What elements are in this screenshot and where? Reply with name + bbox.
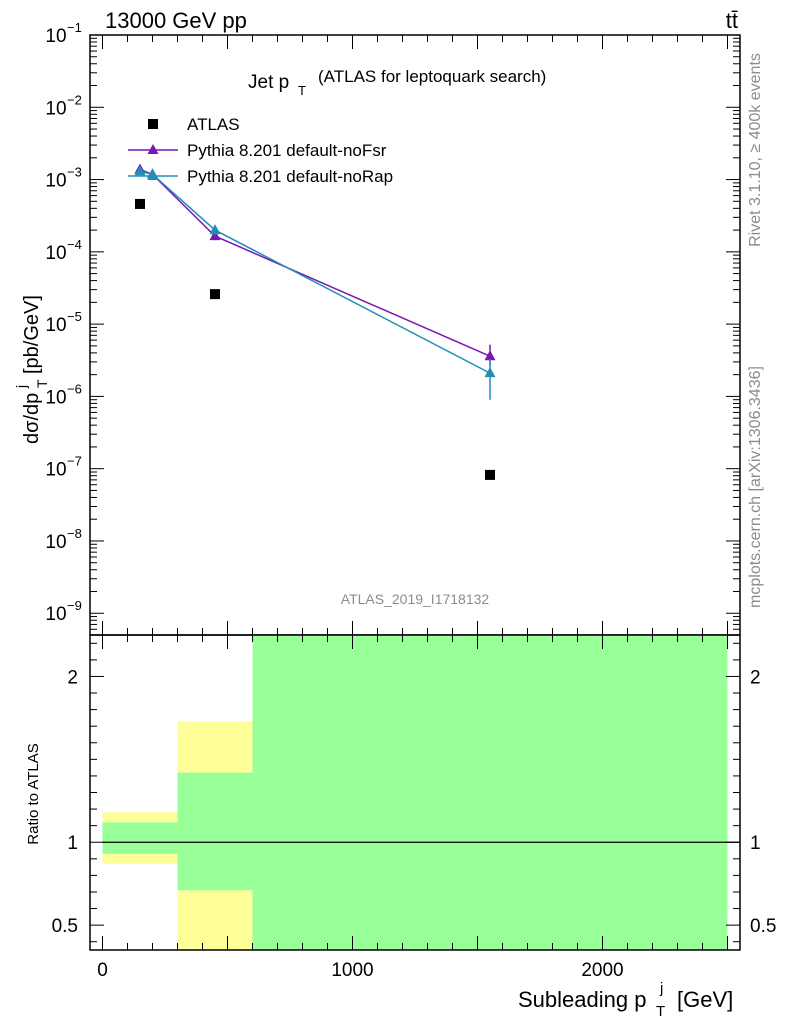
- ratio-band-green: [252, 635, 728, 950]
- main-y-tick-label: 10 −8: [45, 526, 81, 553]
- legend: ATLAS Pythia 8.201 default-noFsr Pythia …: [128, 115, 393, 186]
- ratio-band-green: [177, 772, 253, 891]
- ratio-band-green: [102, 822, 178, 854]
- main-y-label-sup: j: [13, 385, 29, 389]
- legend-marker-norap: [147, 170, 159, 180]
- legend-label-atlas: ATLAS: [187, 115, 240, 134]
- ratio-y-tick-label: 1: [67, 833, 78, 854]
- tick-base: 10: [45, 387, 66, 408]
- legend-entry-atlas: ATLAS: [148, 115, 240, 134]
- series-line: [139, 168, 491, 357]
- tick-exponent: −9: [67, 598, 82, 613]
- process-label: tt̄: [726, 8, 738, 33]
- tick-base: 10: [45, 171, 66, 192]
- data-point: [484, 350, 496, 361]
- legend-marker-atlas: [148, 119, 158, 129]
- legend-label-nofsr: Pythia 8.201 default-noFsr: [187, 141, 387, 160]
- legend-label-norap: Pythia 8.201 default-noRap: [187, 167, 393, 186]
- main-y-label-unit: [pb/GeV]: [21, 295, 43, 374]
- main-y-tick-label: 10 −6: [45, 381, 81, 408]
- ratio-y-tick-label-right: 2: [750, 667, 761, 688]
- data-point: [484, 367, 496, 378]
- tick-exponent: −5: [67, 309, 82, 324]
- tick-exponent: −2: [67, 92, 82, 107]
- main-y-tick-label: 10 −5: [45, 309, 81, 336]
- tick-base: 10: [45, 243, 66, 264]
- main-y-tick-label: 10 −7: [45, 454, 81, 481]
- data-point: [485, 469, 495, 480]
- main-y-tick-label: 10 −4: [45, 237, 81, 264]
- main-y-label-sub: T: [34, 379, 50, 388]
- main-y-axis-label: dσ/dp T j [pb/GeV]: [13, 295, 50, 444]
- main-y-tick-label: 10 −1: [45, 20, 81, 47]
- main-y-tick-label: 10 −3: [45, 165, 81, 192]
- analysis-id: ATLAS_2019_I1718132: [341, 591, 490, 607]
- tick-base: 10: [45, 460, 66, 481]
- main-y-label-part1: dσ/dp: [21, 393, 43, 444]
- x-tick-label: 2000: [581, 960, 623, 981]
- series-0: [135, 198, 495, 480]
- x-tick-label: 1000: [331, 960, 373, 981]
- tick-base: 10: [45, 604, 66, 625]
- x-label-sub: T: [656, 1003, 665, 1020]
- data-point: [209, 224, 221, 235]
- main-y-tick-label: 10 −2: [45, 92, 81, 119]
- energy-label: 13000 GeV pp: [105, 8, 247, 33]
- tick-exponent: −6: [67, 381, 82, 396]
- tick-exponent: −8: [67, 526, 82, 541]
- title-sub: T: [298, 83, 306, 98]
- data-point: [134, 165, 146, 176]
- tick-exponent: −3: [67, 165, 82, 180]
- x-axis-label: Subleading p T j [GeV]: [518, 980, 733, 1020]
- ratio-panel: 0.5 0.5 1 1 2 2 0 1000 2000 Ratio to ATLAS Suble…: [25, 634, 776, 1020]
- x-label-unit: [GeV]: [677, 987, 733, 1012]
- legend-entry-norap: Pythia 8.201 default-noRap: [128, 167, 393, 186]
- x-label-main: Subleading p: [518, 987, 646, 1012]
- x-tick-label: 0: [97, 960, 108, 981]
- ratio-y-tick-label: 0.5: [52, 916, 78, 937]
- ratio-y-tick-label-right: 0.5: [750, 916, 776, 937]
- tick-base: 10: [45, 98, 66, 119]
- tick-exponent: −4: [67, 237, 82, 252]
- legend-entry-nofsr: Pythia 8.201 default-noFsr: [128, 141, 387, 160]
- series-2: [134, 165, 496, 400]
- ratio-y-tick-label-right: 1: [750, 833, 761, 854]
- data-point: [135, 198, 145, 209]
- x-label-sup: j: [659, 980, 663, 997]
- series-line: [139, 170, 491, 374]
- mcplots-label: mcplots.cern.ch [arXiv:1306.3436]: [747, 366, 764, 608]
- series-1: [134, 163, 496, 366]
- tick-exponent: −1: [67, 20, 82, 35]
- data-point: [210, 289, 220, 300]
- title-main: Jet p: [248, 72, 289, 93]
- rivet-label: Rivet 3.1.10, ≥ 400k events: [747, 53, 764, 247]
- main-y-tick-label: 10 −9: [45, 598, 81, 625]
- ratio-y-tick-label: 2: [67, 667, 78, 688]
- title-rest: (ATLAS for leptoquark search): [318, 67, 546, 86]
- legend-marker-nofsr: [147, 144, 159, 154]
- main-panel: 10−110−210−310−410−510−610−710−810−9 Jet…: [13, 20, 741, 636]
- ratio-y-axis-label: Ratio to ATLAS: [25, 743, 42, 844]
- plot-title: Jet p T (ATLAS for leptoquark search): [248, 67, 546, 98]
- tick-base: 10: [45, 26, 66, 47]
- tick-base: 10: [45, 532, 66, 553]
- tick-exponent: −7: [67, 454, 82, 469]
- tick-base: 10: [45, 315, 66, 336]
